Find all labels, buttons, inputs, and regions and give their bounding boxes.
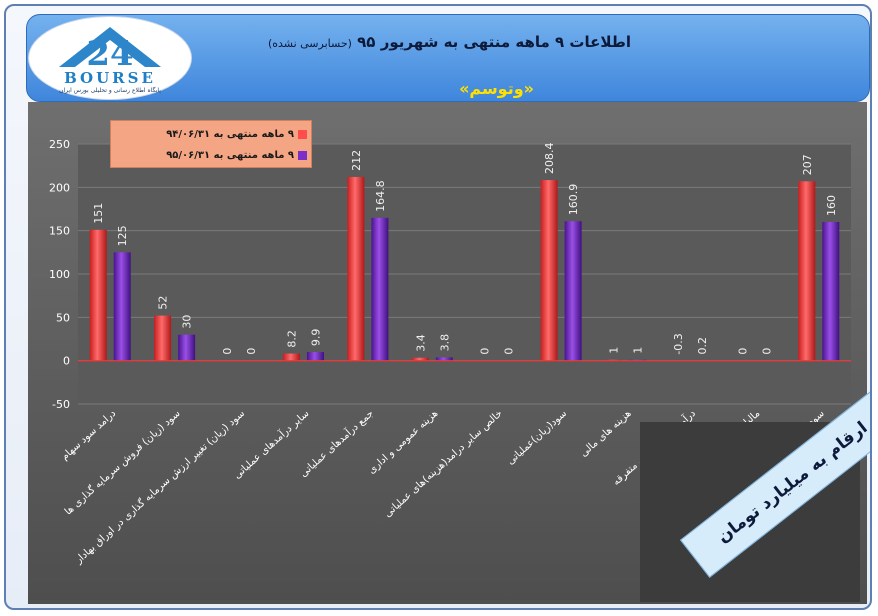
title-subtitle: (حسابرسی نشده) [267, 37, 352, 50]
legend-item-2: ۹ ماهه منتهی به ۹۵/۰۶/۳۱ [117, 145, 307, 165]
y-tick-label: 50 [56, 311, 70, 324]
data-label: 164.8 [374, 180, 387, 212]
bar-series-1 [347, 176, 365, 361]
title-text: اطلاعات ۹ ماهه منتهی به شهریور ۹۵ [357, 33, 631, 51]
legend-swatch-1 [298, 129, 307, 139]
data-label: 1 [632, 347, 645, 354]
units-note-box: ارقام به میلیارد تومان [640, 387, 870, 602]
data-label: 30 [181, 315, 194, 329]
bar-series-2 [564, 221, 582, 361]
y-tick-label: 0 [63, 355, 70, 368]
y-tick-label: -50 [52, 398, 70, 411]
logo-word: BOURSE [64, 69, 156, 87]
data-label: 160.9 [567, 184, 580, 216]
data-label: 0 [245, 348, 258, 355]
bar-series-1 [282, 353, 300, 361]
y-tick-label: 150 [49, 225, 70, 238]
legend-label-2: ۹ ماهه منتهی به ۹۵/۰۶/۳۱ [166, 149, 294, 161]
x-category-label: هزینه عمومی و اداری [366, 408, 440, 476]
legend-swatch-2 [298, 150, 307, 160]
y-tick-label: 250 [49, 138, 70, 151]
bar-series-2 [113, 252, 131, 361]
bar-series-1 [89, 229, 107, 361]
x-category-label: سود (زیان) فروش سرمایه گذاری ها [62, 407, 182, 517]
data-label: 0 [479, 348, 492, 355]
data-label: 3.8 [438, 334, 451, 352]
data-label: 0 [760, 348, 773, 355]
data-label: 8.2 [285, 330, 298, 348]
bar-series-1 [798, 181, 816, 361]
x-category-label: خالص سایر درامد(هزینه)های عملیاتی [382, 408, 504, 520]
dashboard-frame: اطلاعات ۹ ماهه منتهی به شهریور ۹۵ (حسابر… [4, 4, 872, 610]
data-label: 0 [736, 348, 749, 355]
y-tick-label: 200 [49, 181, 70, 194]
data-label: 160 [825, 195, 838, 216]
bourse-logo: 24 BOURSE پایگاه اطلاع رسانی و تحلیلی بو… [28, 16, 192, 100]
data-label: 52 [157, 296, 170, 310]
legend-label-1: ۹ ماهه منتهی به ۹۴/۰۶/۳۱ [166, 128, 294, 140]
x-category-label: سود(زیان)عملیاتی [505, 408, 569, 467]
logo-tagline: پایگاه اطلاع رسانی و تحلیلی بورس ایران [59, 87, 161, 94]
y-tick-label: 100 [49, 268, 70, 281]
x-category-label: درامد سود سهام [59, 408, 118, 463]
svg-text:24: 24 [86, 34, 133, 74]
data-label: 0.2 [696, 337, 709, 355]
company-name: «وتوسم» [459, 79, 534, 98]
bourse-logo-mark-icon: 24 [59, 27, 161, 74]
bar-series-1 [154, 315, 172, 361]
chart-legend: ۹ ماهه منتهی به ۹۴/۰۶/۳۱ ۹ ماهه منتهی به… [110, 120, 312, 168]
data-label: 1 [608, 347, 621, 354]
bar-series-2 [822, 222, 840, 361]
bar-series-2 [306, 352, 324, 361]
data-label: 151 [92, 203, 105, 224]
bar-series-2 [435, 357, 453, 361]
page-title: اطلاعات ۹ ماهه منتهی به شهریور ۹۵ (حسابر… [268, 33, 631, 51]
data-label: 0 [221, 348, 234, 355]
bar-series-1 [540, 180, 558, 361]
data-label: 212 [350, 150, 363, 171]
x-category-label: هزینه های مالی [578, 408, 633, 459]
data-label: 3.4 [414, 334, 427, 352]
data-label: 125 [116, 225, 129, 246]
legend-item-1: ۹ ماهه منتهی به ۹۴/۰۶/۳۱ [117, 124, 307, 144]
bar-series-2 [178, 334, 196, 361]
bar-series-1 [411, 357, 429, 361]
data-label: 9.9 [309, 329, 322, 347]
data-label: 0 [503, 348, 516, 355]
data-label: -0.3 [672, 333, 685, 354]
data-label: 207 [801, 154, 814, 175]
bar-series-2 [371, 217, 389, 361]
data-label: 208.4 [543, 143, 556, 175]
